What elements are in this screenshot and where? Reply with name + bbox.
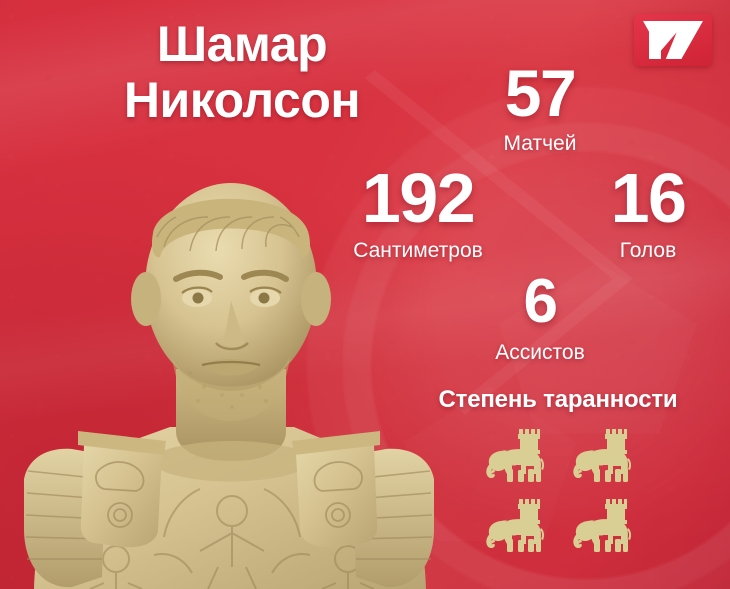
player-last-name: Николсон xyxy=(123,72,361,128)
stat-matches: 57 Матчей xyxy=(440,56,640,156)
ram-rating: Степень таранности xyxy=(398,386,718,558)
war-elephant-icon xyxy=(569,428,635,488)
stat-goals: 16 Голов xyxy=(573,159,723,263)
stat-height-value: 192 xyxy=(361,159,476,237)
stat-goals-label: Голов xyxy=(619,239,677,263)
stat-height: 192 Сантиметров xyxy=(308,159,528,263)
stat-assists-value: 6 xyxy=(523,267,558,336)
player-first-name: Шамар xyxy=(156,16,328,72)
war-elephant-icon xyxy=(482,428,548,488)
logo-mark-icon xyxy=(643,21,703,59)
stat-matches-label: Матчей xyxy=(503,132,577,156)
stat-goals-value: 16 xyxy=(610,159,687,237)
war-elephant-icon xyxy=(569,498,635,558)
ram-rating-title: Степень таранности xyxy=(438,386,678,413)
stat-assists: 6 Ассистов xyxy=(450,267,630,365)
player-name: Шамар Николсон xyxy=(92,16,392,128)
stat-assists-label: Ассистов xyxy=(495,340,585,364)
stat-matches-value: 57 xyxy=(504,56,577,130)
sports-ru-logo[interactable] xyxy=(634,14,712,66)
ram-rating-icons xyxy=(479,428,637,558)
war-elephant-icon xyxy=(482,498,548,558)
stat-height-label: Сантиметров xyxy=(353,239,483,263)
